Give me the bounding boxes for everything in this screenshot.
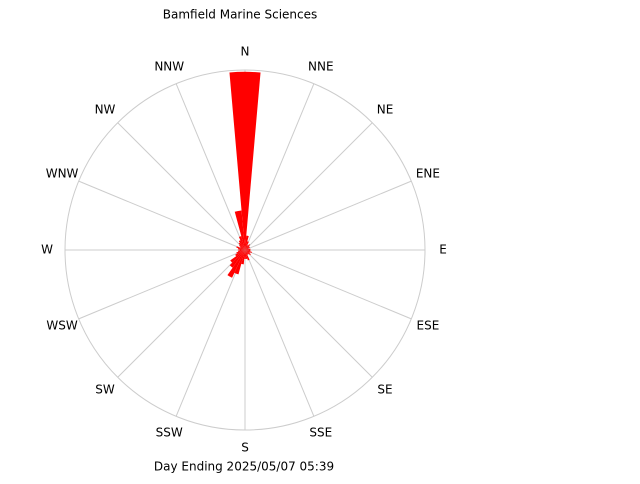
wedge bbox=[234, 210, 245, 250]
wedge bbox=[245, 250, 250, 261]
direction-label: NE bbox=[377, 102, 394, 116]
wedge bbox=[245, 246, 250, 250]
direction-label: NNE bbox=[308, 60, 334, 74]
wedge bbox=[229, 250, 245, 268]
direction-label: SSW bbox=[156, 425, 183, 439]
spoke bbox=[244, 249, 373, 378]
wedge bbox=[234, 250, 245, 275]
wedge bbox=[245, 250, 251, 252]
wedge bbox=[245, 244, 251, 250]
direction-label: SE bbox=[377, 383, 392, 397]
chart-subtitle: Day Ending 2025/05/07 05:39 bbox=[154, 460, 334, 474]
direction-label: S bbox=[241, 441, 249, 455]
wedge bbox=[245, 250, 249, 255]
direction-label: NW bbox=[95, 102, 116, 116]
spoke bbox=[175, 83, 246, 251]
wedge bbox=[245, 241, 249, 250]
wedge bbox=[238, 236, 245, 250]
wedge bbox=[245, 235, 249, 250]
direction-label: SSE bbox=[309, 425, 332, 439]
spoke bbox=[175, 249, 246, 417]
spoke bbox=[244, 122, 373, 251]
wedge bbox=[245, 246, 250, 250]
spoke bbox=[78, 249, 246, 320]
wedge bbox=[245, 248, 251, 250]
wedge bbox=[240, 246, 245, 250]
chart-title: Bamfield Marine Sciences bbox=[163, 8, 318, 22]
wedge bbox=[235, 250, 245, 257]
spoke bbox=[117, 249, 246, 378]
spoke bbox=[78, 180, 246, 251]
wedge bbox=[245, 250, 251, 256]
direction-label: ENE bbox=[416, 167, 440, 181]
wedge bbox=[239, 244, 245, 250]
spoke bbox=[244, 83, 315, 251]
direction-label: E bbox=[439, 243, 447, 257]
direction-label: WSW bbox=[46, 318, 77, 332]
wedge bbox=[245, 250, 250, 254]
wedge bbox=[245, 250, 249, 255]
wedge bbox=[230, 250, 245, 263]
wedge bbox=[238, 242, 245, 250]
wedge bbox=[227, 250, 245, 278]
wedge bbox=[238, 240, 245, 250]
direction-label: SW bbox=[95, 383, 115, 397]
wedge bbox=[245, 245, 249, 250]
wedge bbox=[241, 250, 245, 265]
wedge bbox=[245, 249, 251, 251]
spoke bbox=[244, 249, 412, 320]
direction-label: ESE bbox=[417, 318, 440, 332]
direction-label: WNW bbox=[46, 167, 79, 181]
wedge bbox=[236, 250, 245, 254]
spoke bbox=[117, 122, 246, 251]
wedge bbox=[237, 250, 245, 252]
wedge bbox=[239, 249, 245, 251]
spoke bbox=[244, 249, 315, 417]
direction-label: N bbox=[241, 45, 250, 59]
wedge bbox=[245, 250, 252, 254]
wedge bbox=[229, 71, 261, 250]
wedge bbox=[245, 248, 249, 250]
wedge bbox=[245, 250, 248, 259]
wedge bbox=[237, 248, 245, 250]
spoke bbox=[244, 180, 412, 251]
direction-label: NNW bbox=[154, 60, 184, 74]
wedge bbox=[244, 250, 246, 259]
wedge bbox=[236, 246, 245, 250]
direction-label: W bbox=[41, 243, 53, 257]
